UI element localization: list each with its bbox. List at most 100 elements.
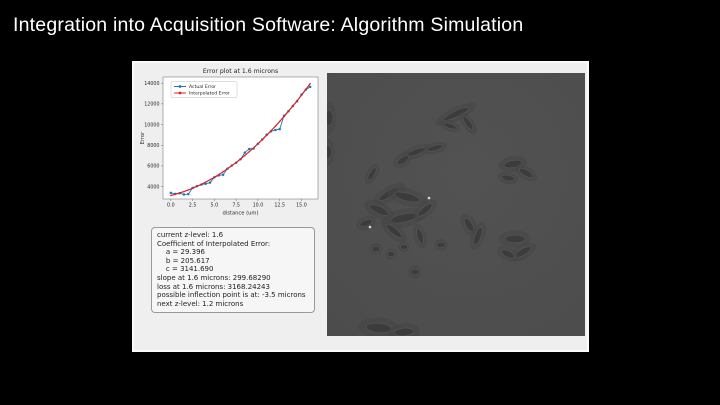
interpolated-error-line-marker — [300, 94, 303, 96]
interpolated-error-line-marker — [292, 105, 294, 107]
x-tick-label: 5.0 — [211, 203, 219, 209]
interpolated-error-line-marker — [222, 171, 224, 173]
interpolated-error-line-marker — [191, 187, 194, 189]
cell — [443, 122, 457, 130]
actual-error-line-marker — [247, 147, 251, 151]
interpolated-error-line-marker — [235, 161, 237, 164]
y-axis-label: Error — [140, 131, 146, 145]
interpolated-error-line-marker — [196, 185, 198, 188]
y-tick-label: 14000 — [144, 81, 159, 87]
interpolated-error-line-marker — [296, 100, 298, 102]
interpolated-error-line-marker — [178, 192, 181, 194]
interpolated-error-line-marker — [183, 190, 185, 193]
interpolated-error-line-marker — [204, 181, 207, 183]
legend — [170, 81, 238, 98]
actual-error-line-marker — [221, 173, 225, 176]
info-line: b = 205.617 — [157, 256, 210, 265]
info-line: loss at 1.6 microns: 3168.24243 — [157, 282, 270, 291]
interpolated-error-line-marker — [283, 115, 285, 118]
info-line: current z-level: 1.6 — [157, 231, 224, 239]
cell — [397, 155, 409, 165]
info-line: c = 3141.690 — [157, 265, 214, 274]
cell — [410, 268, 420, 276]
y-tick-label: 12000 — [144, 102, 159, 108]
cell — [462, 116, 474, 130]
cell — [359, 219, 373, 227]
cell — [400, 244, 408, 250]
error-plot: Error plot at 1.6 microns 4000 6000 8000 100… — [140, 68, 319, 217]
info-line: a = 29.396 — [157, 248, 205, 257]
cell — [518, 168, 534, 178]
actual-error-line-marker — [274, 128, 277, 132]
interpolated-error-line-marker — [252, 147, 255, 149]
x-tick-label: 15.0 — [296, 203, 307, 209]
cell — [327, 145, 332, 159]
legend-label: Actual Error — [189, 84, 216, 90]
interpolated-error-line-marker — [217, 173, 220, 176]
cell — [416, 228, 424, 244]
actual-error-line-marker — [278, 127, 281, 131]
cell — [367, 167, 377, 181]
cell — [369, 204, 389, 216]
slide-title: Integration into Acquisition Software: A… — [13, 14, 524, 36]
interpolated-error-line-marker — [187, 189, 189, 191]
chart-title: Error plot at 1.6 microns — [203, 68, 278, 75]
cell — [436, 241, 446, 249]
interpolated-error-line-marker — [174, 193, 176, 196]
y-tick-label: 10000 — [144, 122, 159, 128]
interpolated-error-line-marker — [231, 164, 233, 167]
interpolated-error-line-marker — [287, 110, 290, 113]
legend-label: Interpolated Error — [189, 91, 230, 97]
interpolated-error-line-marker — [209, 179, 211, 181]
interpolated-error-line-marker — [200, 183, 203, 186]
interpolated-error-line-marker — [270, 130, 272, 132]
interpolated-error-line-marker — [261, 138, 264, 141]
bright-speck — [427, 196, 431, 200]
y-tick-label: 6000 — [147, 164, 159, 170]
actual-error-line-marker — [182, 193, 186, 196]
x-tick-label: 0.0 — [167, 203, 175, 209]
x-tick-label: 12.5 — [274, 203, 285, 209]
cell — [327, 110, 334, 126]
x-axis-label: distance (um) — [222, 211, 258, 217]
interpolated-error-line-marker — [248, 150, 250, 153]
interpolated-error-line-marker — [265, 134, 268, 137]
interpolated-error-line-marker — [278, 120, 281, 123]
interpolated-error-line-marker — [226, 168, 229, 170]
interpolated-error-line-marker — [170, 194, 172, 197]
interpolated-error-line-marker — [213, 176, 216, 178]
cell — [387, 251, 395, 257]
simulation-window: Error plot at 1.6 microns 4000 6000 8000 100… — [132, 61, 589, 352]
y-tick-label: 4000 — [147, 184, 159, 190]
cell — [426, 144, 444, 152]
info-line: Coefficient of Interpolated Error: — [157, 239, 271, 248]
actual-error-line-marker — [169, 191, 173, 195]
info-line: next z-level: 1.2 microns — [157, 299, 244, 308]
legend-marker-sample — [178, 85, 182, 88]
actual-error-line-marker — [187, 192, 190, 196]
cell — [385, 223, 403, 239]
cell — [394, 191, 420, 203]
interpolated-error-line-marker — [244, 154, 246, 157]
info-line: slope at 1.6 microns: 299.68290 — [157, 273, 271, 282]
x-tick-label: 7.5 — [232, 203, 240, 209]
interpolated-error-line-marker — [305, 88, 307, 91]
bright-speck — [368, 225, 372, 229]
interpolated-error-line-marker — [309, 82, 311, 85]
cell — [393, 327, 415, 336]
cell — [371, 246, 381, 252]
cell — [504, 234, 526, 244]
x-tick-label: 2.5 — [189, 203, 197, 209]
y-tick-label: 8000 — [147, 143, 159, 149]
legend-marker-sample — [178, 91, 182, 95]
actual-error-line-marker — [208, 181, 212, 184]
interpolated-error-line-marker — [257, 143, 259, 145]
actual-error-line-marker — [243, 151, 247, 154]
cell — [417, 203, 433, 217]
info-line: possible inflection point is at: -3.5 mi… — [157, 291, 306, 300]
microscopy-image — [327, 73, 585, 336]
x-tick-label: 10.0 — [253, 203, 264, 209]
interpolated-error-line-marker — [239, 158, 242, 160]
cell — [501, 174, 515, 182]
